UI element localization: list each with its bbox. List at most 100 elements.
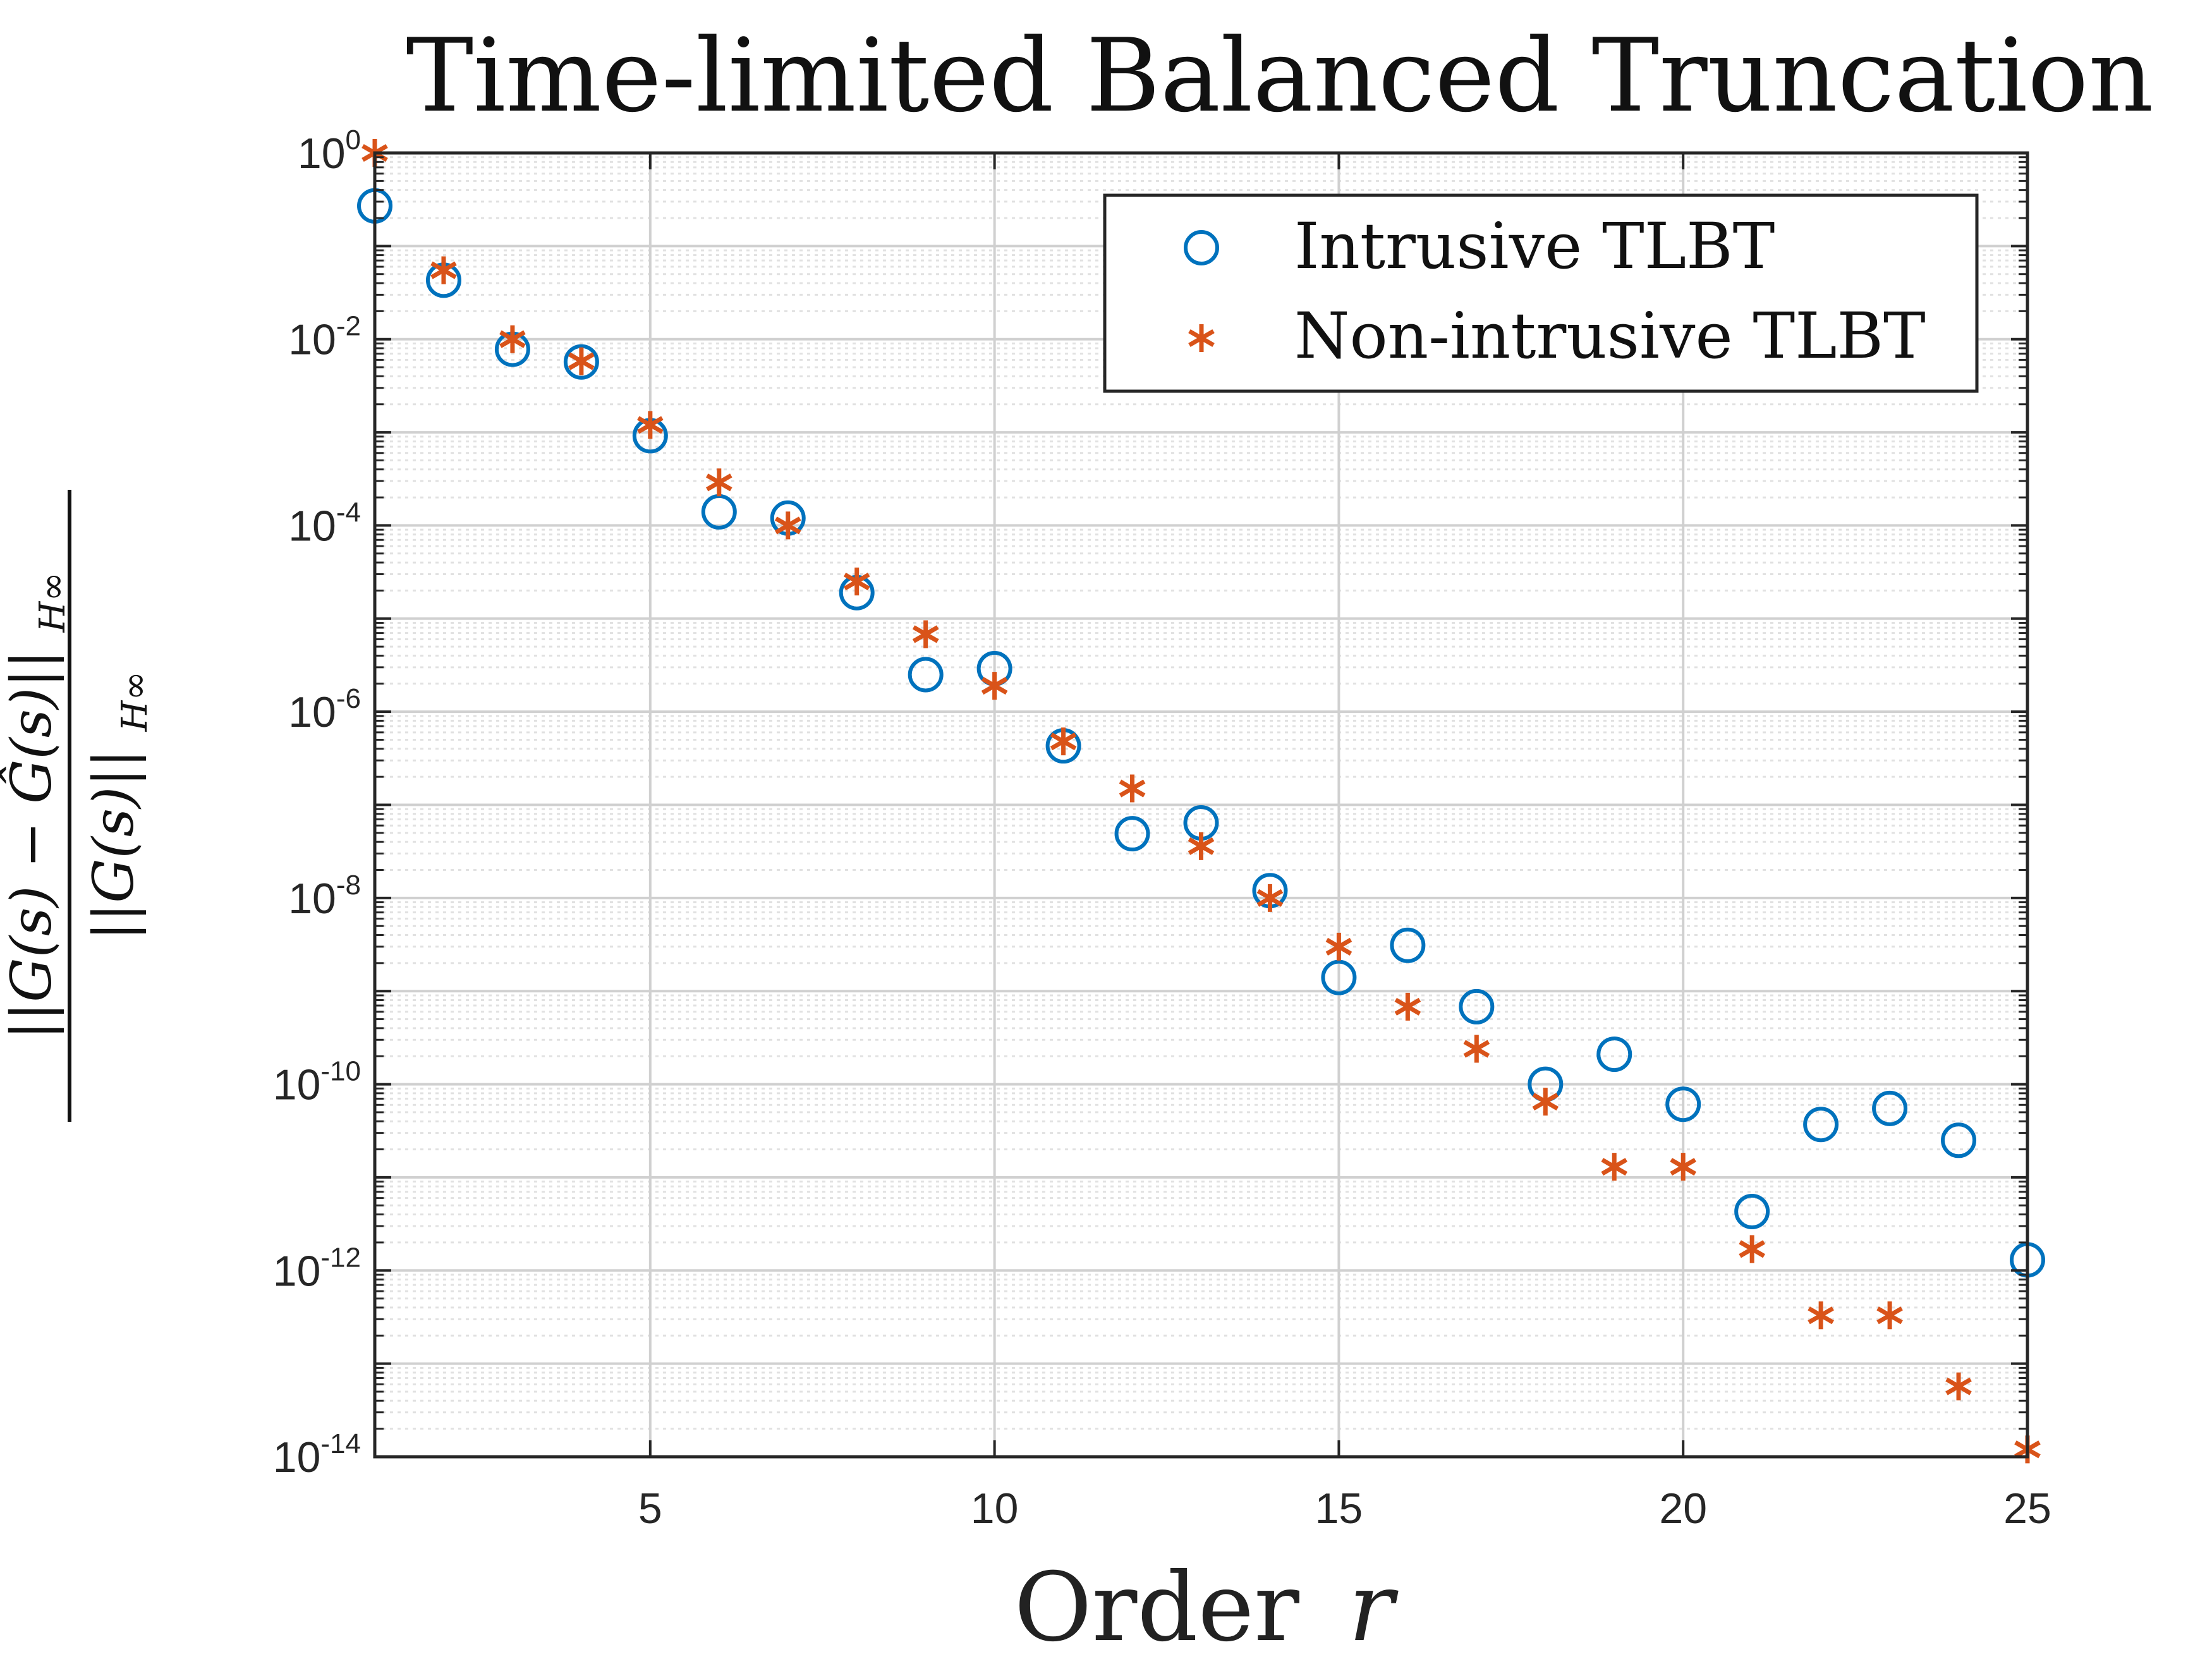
- asterisk-stroke: [637, 416, 664, 434]
- asterisk-stroke: [1394, 997, 1421, 1016]
- asterisk-stroke: [430, 261, 457, 279]
- y-axis-label-numerator: ||G(s) − Ĝ(s)||: [0, 650, 64, 1040]
- asterisk-stroke: [1463, 1040, 1490, 1058]
- data-point-non-intrusive: [912, 620, 939, 648]
- y-tick-label-base: 10: [273, 1433, 321, 1481]
- y-tick-label: 10-12: [273, 1242, 361, 1295]
- x-tick-label: 25: [2003, 1485, 2051, 1533]
- series-intrusive: [357, 188, 2045, 1278]
- data-point-intrusive: [563, 344, 599, 380]
- data-point-intrusive: [1665, 1086, 1701, 1122]
- series-non-intrusive: [362, 139, 2041, 1464]
- data-point-non-intrusive: [843, 568, 870, 596]
- data-point-non-intrusive: [1808, 1301, 1834, 1330]
- y-tick-label: 10-14: [273, 1428, 361, 1481]
- svg-text:Order r: Order r: [1014, 1553, 1399, 1659]
- legend-box: [1103, 193, 1979, 393]
- x-tick-label: 10: [971, 1485, 1019, 1533]
- legend-marker-non-intrusive: [1188, 324, 1215, 352]
- chart-title: Time-limited Balanced Truncation: [406, 16, 2153, 135]
- legend-marker-intrusive: [1184, 230, 1219, 265]
- data-point-non-intrusive: [637, 411, 664, 439]
- y-tick-label: 10-2: [288, 311, 361, 364]
- data-point-non-intrusive: [568, 347, 595, 375]
- y-tick-label-exponent: -10: [320, 1056, 361, 1087]
- data-point-intrusive: [908, 657, 944, 693]
- y-tick-label-exponent: -4: [336, 497, 361, 528]
- y-tick-label-exponent: -14: [320, 1428, 361, 1459]
- y-axis-label-denominator: ||G(s)||: [81, 749, 146, 940]
- y-tick-label-base: 10: [288, 316, 336, 364]
- asterisk-stroke: [1050, 732, 1077, 751]
- asterisk-stroke: [1188, 837, 1215, 855]
- asterisk-stroke: [774, 516, 801, 535]
- legend: Intrusive TLBT Non-intrusive TLBT: [1103, 193, 1979, 393]
- asterisk-stroke: [705, 473, 732, 492]
- asterisk-stroke: [1739, 1240, 1765, 1258]
- asterisk-stroke: [1808, 1306, 1834, 1325]
- x-tick-label: 15: [1315, 1485, 1363, 1533]
- asterisk-stroke: [981, 677, 1008, 695]
- data-point-intrusive: [1114, 816, 1150, 852]
- axis-ticks-layer: 5 10 15 20 2510010-210-410-610-810-1010-1210…: [273, 125, 2051, 1533]
- data-point-intrusive: [1803, 1107, 1839, 1143]
- asterisk-stroke: [1601, 1158, 1628, 1176]
- asterisk-stroke: [1256, 889, 1284, 907]
- data-point-intrusive: [1321, 959, 1357, 995]
- svg-text:||G(s)|| H∞: ||G(s)|| H∞: [81, 671, 155, 940]
- data-point-non-intrusive: [1463, 1035, 1490, 1063]
- data-point-non-intrusive: [1945, 1372, 1972, 1401]
- y-tick-label-exponent: -12: [320, 1242, 361, 1273]
- y-axis-label: ||G(s) − Ĝ(s)|| H∞ ||G(s)|| H∞: [0, 490, 155, 1122]
- asterisk-stroke: [1670, 1158, 1697, 1176]
- y-tick-label-exponent: -6: [336, 683, 361, 714]
- data-point-intrusive: [1459, 988, 1495, 1024]
- y-tick-label-base: 10: [288, 502, 336, 550]
- y-tick-label: 10-10: [273, 1056, 361, 1109]
- data-point-non-intrusive: [1532, 1088, 1559, 1116]
- data-point-non-intrusive: [1325, 932, 1352, 961]
- data-point-non-intrusive: [981, 672, 1008, 700]
- asterisk-stroke: [1532, 1093, 1559, 1111]
- grid-layer: [375, 152, 2029, 1458]
- y-tick-label: 10-6: [288, 683, 361, 736]
- data-point-non-intrusive: [774, 511, 801, 540]
- y-tick-label-base: 10: [288, 688, 336, 736]
- asterisk-stroke: [1945, 1377, 1972, 1395]
- data-point-intrusive: [1596, 1036, 1632, 1073]
- y-tick-label-base: 10: [298, 130, 346, 178]
- y-tick-label-base: 10: [273, 1061, 321, 1109]
- data-point-intrusive: [1734, 1193, 1770, 1229]
- y-axis-label-denominator-subscript: H∞: [114, 671, 155, 732]
- data-point-non-intrusive: [1670, 1153, 1697, 1181]
- data-point-non-intrusive: [1256, 884, 1284, 912]
- y-tick-label: 10-4: [288, 497, 361, 550]
- legend-asterisk-shape: [1188, 324, 1215, 352]
- y-tick-label: 100: [298, 125, 361, 178]
- asterisk-stroke: [1119, 779, 1146, 798]
- series-layer: [357, 139, 2045, 1464]
- asterisk-stroke: [568, 352, 595, 370]
- asterisk-stroke: [1188, 329, 1215, 348]
- x-tick-label: 5: [638, 1485, 662, 1533]
- y-tick-label-exponent: -2: [336, 311, 361, 342]
- data-point-non-intrusive: [499, 325, 526, 353]
- x-tick-label: 20: [1659, 1485, 1707, 1533]
- legend-label-intrusive: Intrusive TLBT: [1294, 209, 1775, 283]
- data-point-non-intrusive: [1188, 832, 1215, 860]
- asterisk-stroke: [843, 573, 870, 591]
- data-point-intrusive: [1872, 1090, 1908, 1126]
- y-tick-label-exponent: 0: [346, 125, 361, 155]
- y-tick-label: 10-8: [288, 870, 361, 923]
- y-tick-label-base: 10: [288, 875, 336, 923]
- y-tick-label-exponent: -8: [336, 870, 361, 901]
- data-point-intrusive: [1941, 1122, 1977, 1158]
- data-point-non-intrusive: [1050, 727, 1077, 756]
- x-axis-label-var: r: [1349, 1553, 1399, 1659]
- asterisk-stroke: [1876, 1306, 1903, 1325]
- data-point-non-intrusive: [1876, 1301, 1903, 1330]
- data-point-non-intrusive: [1119, 774, 1146, 803]
- x-axis-label: Order r: [1014, 1553, 1399, 1659]
- data-point-intrusive: [1390, 927, 1426, 963]
